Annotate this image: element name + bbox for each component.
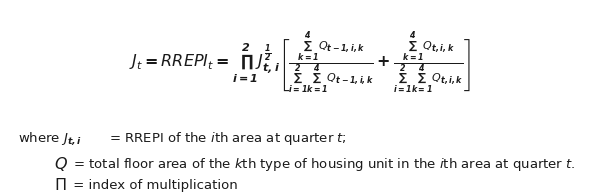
Text: $\bf{\it{Q}}$: $\bf{\it{Q}}$	[54, 155, 68, 173]
Text: = index of multiplication: = index of multiplication	[69, 179, 238, 192]
Text: where $\bf{\it{J}}_{t,i}$: where $\bf{\it{J}}_{t,i}$	[18, 131, 82, 147]
Text: $\bf{\it{\Pi}}$: $\bf{\it{\Pi}}$	[54, 177, 66, 193]
Text: = RREPI of the $\it{i}$th area at quarter $\it{t}$;: = RREPI of the $\it{i}$th area at quarte…	[105, 130, 347, 147]
Text: = total floor area of the $\it{k}$th type of housing unit in the $\it{i}$th area: = total floor area of the $\it{k}$th typ…	[69, 156, 576, 173]
Text: $\bf{\it{J_t}} = \bf{\it{RREPI_t}} = \prod_{i=1}^{2}\bf{\it{J}}_{t,i}^{\,\frac{1: $\bf{\it{J_t}} = \bf{\it{RREPI_t}} = \pr…	[129, 31, 470, 96]
